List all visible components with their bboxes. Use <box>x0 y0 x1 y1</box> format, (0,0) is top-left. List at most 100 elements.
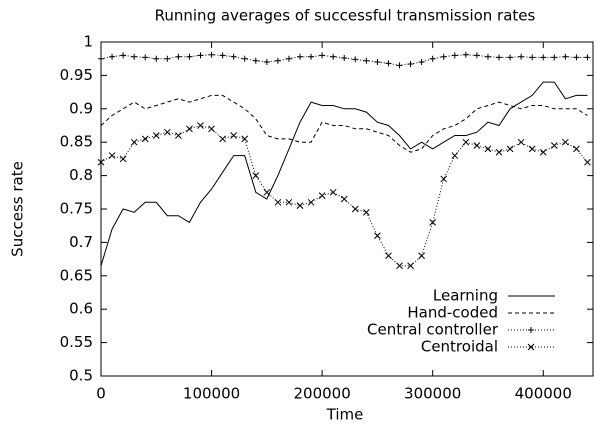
point-marker <box>507 54 514 61</box>
point-marker <box>484 145 492 153</box>
point-marker <box>175 132 182 139</box>
point-marker <box>396 262 403 270</box>
point-marker <box>484 53 491 60</box>
x-tick-label: 0 <box>96 385 106 403</box>
x-tick-label: 400000 <box>515 385 572 403</box>
point-marker <box>341 55 348 62</box>
point-marker <box>473 142 481 149</box>
point-marker <box>141 135 149 143</box>
y-tick-label: 0.65 <box>60 266 93 284</box>
point-marker <box>208 51 215 58</box>
point-marker <box>440 53 447 60</box>
point-marker <box>573 54 580 61</box>
point-marker <box>230 132 238 139</box>
series-line <box>100 54 588 66</box>
point-marker <box>429 55 436 62</box>
series-line <box>100 94 588 153</box>
point-marker <box>109 53 116 60</box>
point-marker <box>163 128 171 136</box>
point-marker <box>407 61 414 68</box>
point-marker <box>562 138 569 146</box>
point-marker <box>440 175 448 183</box>
point-marker <box>528 327 534 333</box>
point-marker <box>396 62 403 69</box>
x-tick-label: 100000 <box>183 385 240 403</box>
point-marker <box>496 54 503 61</box>
point-marker <box>584 158 591 166</box>
point-marker <box>142 54 149 61</box>
point-marker <box>263 188 271 196</box>
legend-label: Learning <box>433 287 498 305</box>
point-marker <box>119 155 127 163</box>
point-marker <box>197 52 204 59</box>
point-marker <box>130 138 138 146</box>
point-marker <box>562 53 569 60</box>
point-marker <box>307 198 315 206</box>
y-tick-label: 0.7 <box>69 233 93 251</box>
point-marker <box>131 53 138 60</box>
point-marker <box>230 53 237 60</box>
point-marker <box>374 232 381 240</box>
point-marker <box>551 54 558 61</box>
y-tick-label: 0.95 <box>60 66 93 84</box>
point-marker <box>584 54 591 61</box>
point-marker <box>152 132 160 139</box>
point-marker <box>296 202 304 210</box>
y-tick-label: 0.8 <box>69 166 93 184</box>
point-marker <box>573 145 580 153</box>
point-marker <box>274 57 281 64</box>
point-marker <box>186 125 193 133</box>
point-marker <box>98 55 104 62</box>
point-marker <box>329 188 337 196</box>
point-marker <box>340 195 348 203</box>
y-tick-label: 0.75 <box>60 200 93 218</box>
y-tick-label: 0.5 <box>69 367 93 385</box>
point-marker <box>462 138 470 146</box>
chart-title: Running averages of successful transmiss… <box>155 7 536 25</box>
point-marker <box>318 192 326 199</box>
y-tick-label: 0.85 <box>60 133 93 151</box>
point-marker <box>506 145 514 153</box>
point-marker <box>319 52 326 59</box>
point-marker <box>473 52 480 59</box>
point-marker <box>385 60 392 67</box>
point-marker <box>374 59 381 66</box>
point-marker <box>263 59 270 66</box>
point-marker <box>120 52 127 59</box>
point-marker <box>208 125 215 133</box>
point-marker <box>550 142 558 149</box>
point-marker <box>418 59 425 66</box>
point-marker <box>285 55 292 62</box>
point-marker <box>539 148 547 156</box>
point-marker <box>108 152 116 159</box>
plot-frame <box>100 41 594 377</box>
y-tick-label: 0.9 <box>69 99 93 117</box>
point-marker <box>451 52 458 59</box>
x-tick-label: 300000 <box>404 385 461 403</box>
point-marker <box>495 148 503 156</box>
point-marker <box>285 198 293 206</box>
point-marker <box>297 53 304 60</box>
series-line <box>100 124 588 267</box>
point-marker <box>241 135 249 143</box>
y-tick-label: 0.55 <box>60 333 93 351</box>
point-marker <box>451 152 459 159</box>
point-marker <box>186 53 193 60</box>
y-axis-label: Success rate <box>9 161 27 257</box>
point-marker <box>241 55 248 62</box>
point-marker <box>517 138 525 146</box>
point-marker <box>518 53 525 60</box>
point-marker <box>363 57 370 64</box>
point-marker <box>197 122 204 129</box>
point-marker <box>219 52 226 59</box>
y-tick-label: 1 <box>83 33 93 51</box>
point-marker <box>540 54 547 61</box>
x-tick-label: 200000 <box>293 385 350 403</box>
point-marker <box>418 252 425 260</box>
point-marker <box>164 55 171 62</box>
point-marker <box>462 51 469 58</box>
point-marker <box>528 145 536 153</box>
point-marker <box>429 219 437 226</box>
point-marker <box>308 53 315 60</box>
